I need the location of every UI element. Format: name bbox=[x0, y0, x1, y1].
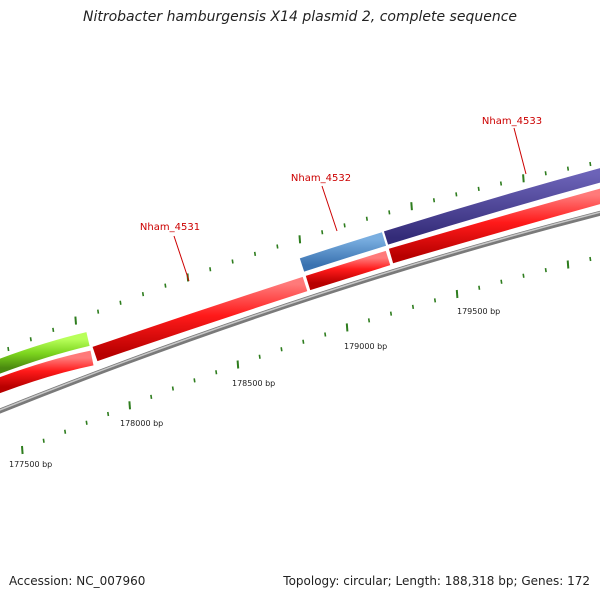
minor-tick bbox=[215, 370, 218, 375]
minor-tick bbox=[42, 438, 45, 443]
minor-tick bbox=[141, 291, 145, 297]
minor-tick bbox=[97, 309, 100, 314]
minor-tick bbox=[411, 304, 415, 310]
gene-label-nham-4532[interactable]: Nham_4532 bbox=[291, 173, 351, 184]
major-tick bbox=[566, 260, 570, 269]
minor-tick bbox=[478, 285, 481, 290]
accession-label: Accession: NC_007960 bbox=[9, 574, 146, 588]
ruler-label: 178000 bp bbox=[120, 419, 163, 428]
minor-tick bbox=[589, 161, 592, 167]
major-tick bbox=[74, 316, 77, 325]
major-tick bbox=[128, 401, 131, 410]
minor-tick bbox=[389, 311, 393, 316]
sequence-summary: Topology: circular; Length: 188,318 bp; … bbox=[283, 574, 590, 588]
ruler-label: 179500 bp bbox=[457, 307, 500, 316]
gene-label-leader bbox=[513, 127, 527, 175]
gene-feature-nham-4533[interactable] bbox=[383, 168, 600, 245]
gene-label-leader bbox=[321, 185, 338, 232]
major-tick bbox=[236, 360, 240, 369]
minor-tick bbox=[477, 186, 480, 192]
minor-tick bbox=[164, 283, 167, 288]
major-tick bbox=[410, 202, 413, 211]
minor-tick bbox=[324, 332, 327, 337]
minor-tick bbox=[302, 339, 305, 344]
minor-tick bbox=[280, 347, 283, 352]
minor-tick bbox=[64, 429, 67, 434]
minor-tick bbox=[365, 216, 368, 221]
tick-row-upper bbox=[7, 161, 592, 352]
ruler-label: 179000 bp bbox=[344, 342, 387, 351]
gene-label-leader bbox=[173, 235, 190, 282]
page-title: Nitrobacter hamburgensis X14 plasmid 2, … bbox=[82, 9, 518, 25]
major-tick bbox=[522, 174, 525, 183]
cds-feature[interactable] bbox=[305, 250, 391, 291]
major-tick bbox=[455, 289, 459, 299]
ruler-label: 177500 bp bbox=[9, 460, 52, 469]
minor-tick bbox=[500, 279, 503, 284]
minor-tick bbox=[7, 346, 10, 352]
gene-label-nham-4531[interactable]: Nham_4531 bbox=[140, 222, 200, 233]
gene-feature-green[interactable] bbox=[0, 332, 90, 374]
minor-tick bbox=[455, 192, 458, 197]
minor-tick bbox=[107, 411, 110, 417]
minor-tick bbox=[258, 354, 261, 359]
minor-tick bbox=[432, 198, 436, 203]
genome-backbone-highlight bbox=[0, 211, 600, 411]
minor-tick bbox=[589, 256, 592, 262]
major-tick bbox=[345, 323, 349, 332]
minor-tick bbox=[150, 394, 153, 400]
minor-tick bbox=[231, 259, 234, 264]
major-tick bbox=[298, 235, 302, 244]
gene-feature-nham-4532[interactable] bbox=[299, 232, 387, 272]
minor-tick bbox=[544, 267, 547, 273]
minor-tick bbox=[85, 420, 88, 425]
minor-tick bbox=[433, 298, 437, 303]
major-tick bbox=[21, 445, 24, 455]
cds-feature[interactable] bbox=[0, 350, 94, 394]
ruler-label: 178500 bp bbox=[232, 379, 275, 388]
minor-tick bbox=[566, 166, 570, 171]
minor-tick bbox=[388, 210, 391, 215]
minor-tick bbox=[171, 386, 174, 391]
genome-backbone bbox=[0, 210, 600, 414]
cds-feature[interactable] bbox=[388, 188, 600, 264]
minor-tick bbox=[499, 181, 503, 186]
minor-tick bbox=[276, 244, 279, 249]
tick-row-lower bbox=[21, 256, 592, 455]
minor-tick bbox=[119, 300, 122, 305]
cds-feature[interactable] bbox=[92, 276, 308, 362]
minor-tick bbox=[193, 378, 196, 383]
gene-label-nham-4533[interactable]: Nham_4533 bbox=[482, 116, 542, 127]
minor-tick bbox=[52, 327, 55, 333]
minor-tick bbox=[544, 171, 547, 176]
minor-tick bbox=[321, 230, 324, 235]
minor-tick bbox=[29, 337, 32, 342]
minor-tick bbox=[522, 273, 525, 278]
minor-tick bbox=[253, 251, 257, 257]
minor-tick bbox=[367, 318, 371, 323]
minor-tick bbox=[209, 267, 212, 272]
minor-tick bbox=[343, 223, 346, 228]
